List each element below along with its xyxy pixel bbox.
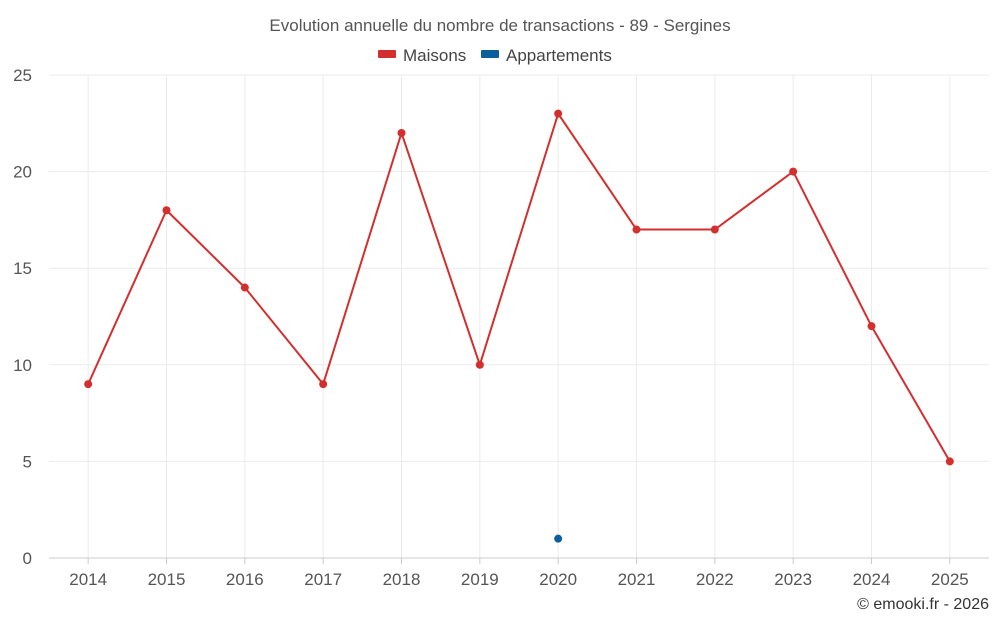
x-tick-label: 2023: [774, 570, 812, 589]
y-tick-label: 25: [13, 66, 32, 85]
chart-title: Evolution annuelle du nombre de transact…: [269, 16, 730, 35]
x-tick-label: 2014: [69, 570, 107, 589]
data-point-maisons-2024[interactable]: [867, 322, 876, 331]
series-maisons: [84, 109, 954, 466]
data-point-maisons-2021[interactable]: [632, 225, 641, 234]
legend-swatch-maisons: [378, 50, 396, 58]
legend-item-appartements[interactable]: Appartements: [481, 46, 612, 65]
data-point-maisons-2019[interactable]: [475, 360, 484, 369]
x-tick-label: 2016: [226, 570, 264, 589]
y-tick-label: 10: [13, 356, 32, 375]
grid: [49, 74, 989, 558]
credit-text: © emooki.fr - 2026: [857, 596, 989, 613]
series-appartements: [554, 534, 563, 543]
x-tick-label: 2019: [461, 570, 499, 589]
data-point-maisons-2014[interactable]: [84, 380, 93, 389]
x-tick-label: 2025: [931, 570, 969, 589]
x-tick-label: 2017: [304, 570, 342, 589]
data-point-appartements-2020[interactable]: [554, 534, 563, 543]
data-point-maisons-2015[interactable]: [162, 206, 171, 215]
y-tick-label: 5: [23, 452, 32, 471]
data-point-maisons-2017[interactable]: [319, 380, 328, 389]
series-line-maisons: [87, 112, 951, 462]
data-point-maisons-2016[interactable]: [240, 283, 249, 292]
legend: Maisons Appartements: [378, 46, 612, 65]
legend-swatch-appartements: [481, 50, 499, 58]
y-tick-label: 15: [13, 259, 32, 278]
series: [84, 109, 954, 543]
data-point-maisons-2020[interactable]: [554, 109, 563, 118]
x-tick-label: 2018: [383, 570, 421, 589]
data-point-maisons-2022[interactable]: [710, 225, 719, 234]
x-tick-label: 2021: [618, 570, 656, 589]
data-point-maisons-2023[interactable]: [789, 167, 798, 176]
y-tick-label: 0: [23, 549, 32, 568]
data-point-maisons-2018[interactable]: [397, 128, 406, 137]
y-tick-label: 20: [13, 163, 32, 182]
x-tick-label: 2020: [539, 570, 577, 589]
x-tick-label: 2015: [148, 570, 186, 589]
x-tick-label: 2022: [696, 570, 734, 589]
x-tick-label: 2024: [853, 570, 891, 589]
legend-label-appartements: Appartements: [506, 46, 612, 65]
data-point-maisons-2025[interactable]: [945, 457, 954, 466]
legend-item-maisons[interactable]: Maisons: [378, 46, 466, 65]
legend-label-maisons: Maisons: [403, 46, 466, 65]
